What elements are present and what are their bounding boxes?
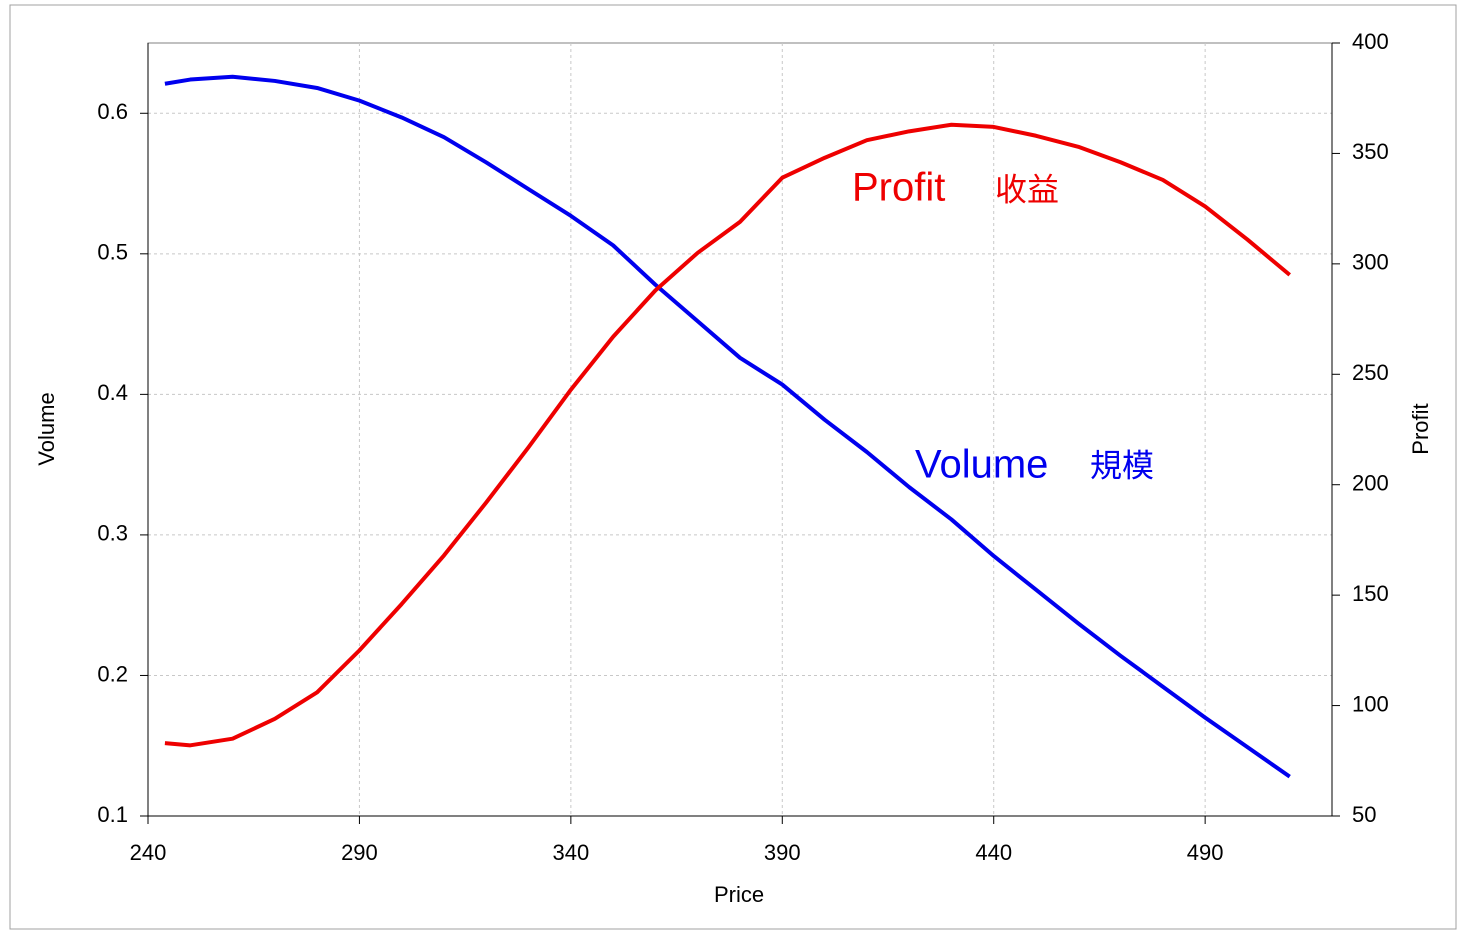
series-line <box>164 74 1291 779</box>
y-tick-label: 0.6 <box>97 99 128 124</box>
annotation: Volume <box>915 443 1048 487</box>
annotation: 規模 <box>1090 447 1154 483</box>
y-tick-label: 0.3 <box>97 521 128 546</box>
y2-tick-label: 250 <box>1352 360 1389 385</box>
y-tick-label: 0.1 <box>97 802 128 827</box>
x-tick-label: 390 <box>764 840 801 865</box>
x-tick-label: 340 <box>552 840 589 865</box>
y2-tick-label: 400 <box>1352 29 1389 54</box>
y2-axis-label: Profit <box>1408 403 1433 454</box>
y-axis-label: Volume <box>34 392 59 465</box>
x-tick-label: 490 <box>1187 840 1224 865</box>
annotation: 收益 <box>995 171 1059 207</box>
x-tick-label: 240 <box>130 840 167 865</box>
x-axis-label: Price <box>714 882 764 907</box>
series-line <box>164 122 1291 748</box>
y-tick-label: 0.5 <box>97 240 128 265</box>
y-tick-label: 0.4 <box>97 380 128 405</box>
annotation: Profit <box>852 166 945 210</box>
y2-tick-label: 100 <box>1352 691 1389 716</box>
y-tick-label: 0.2 <box>97 661 128 686</box>
y2-tick-label: 350 <box>1352 139 1389 164</box>
x-tick-label: 440 <box>975 840 1012 865</box>
y2-tick-label: 50 <box>1352 802 1376 827</box>
x-tick-label: 290 <box>341 840 378 865</box>
y2-tick-label: 300 <box>1352 250 1389 275</box>
frame <box>9 4 1457 930</box>
y2-tick-label: 200 <box>1352 471 1389 496</box>
y2-tick-label: 150 <box>1352 581 1389 606</box>
